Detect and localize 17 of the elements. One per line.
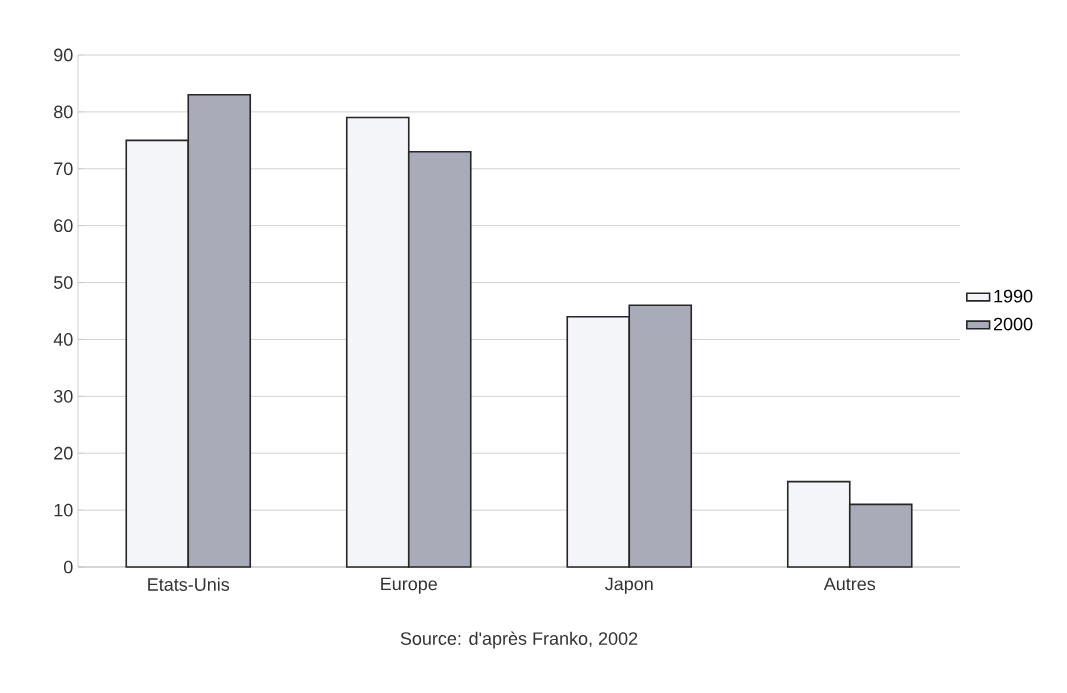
legend-label: 2000 [993,317,1033,331]
y-tick-label: 80 [54,105,73,119]
x-tick-label: Europe [381,577,437,594]
y-tick-label: 30 [53,389,73,403]
y-tick-label: 70 [54,162,73,176]
x-tick-label: Autres [823,577,876,591]
y-tick-label: 0 [63,560,73,574]
y-tick-label: 10 [54,503,73,517]
source-note: Source: d'après Franko, 2002 [400,631,638,649]
y-tick-label: 20 [54,446,73,460]
y-tick-label: 60 [54,219,73,233]
x-tick-label: Etats-Unis [148,577,230,591]
y-tick-label: 40 [53,333,73,346]
y-tick-label: 50 [53,276,73,289]
x-tick-label: Japon [605,577,653,594]
legend-label: 1990 [994,289,1033,303]
y-tick-label: 90 [54,48,73,62]
